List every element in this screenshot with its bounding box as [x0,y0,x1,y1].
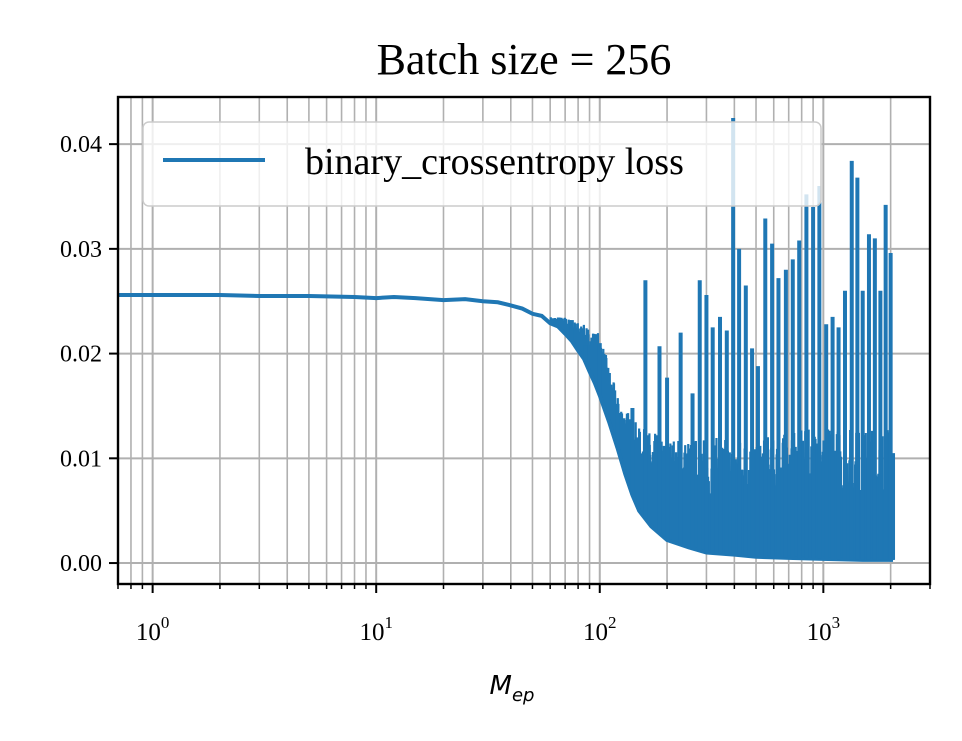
legend: binary_crossentropy loss [142,121,822,207]
y-tick-label: 0.01 [60,446,102,472]
x-tick-label: 102 [583,613,617,646]
x-tick-label: 100 [136,613,170,646]
y-tick-label: 0.02 [60,342,102,368]
plot-frame [116,95,932,586]
y-tick-label: 0.03 [60,237,102,263]
x-tick-label: 101 [359,613,393,646]
x-axis-label: Mep [490,671,535,706]
legend-box [142,121,822,207]
legend-label: binary_crossentropy loss [305,141,684,183]
y-tick-label: 0.00 [60,551,102,577]
chart-title: Batch size = 256 [377,35,672,84]
series-binary-crossentropy-loss [118,117,896,562]
y-tick-label: 0.04 [60,132,102,158]
axes: 0.00 0.01 0.02 0.03 0.04 100 101 102 103 [60,132,931,646]
x-tick-label: 103 [807,613,841,646]
